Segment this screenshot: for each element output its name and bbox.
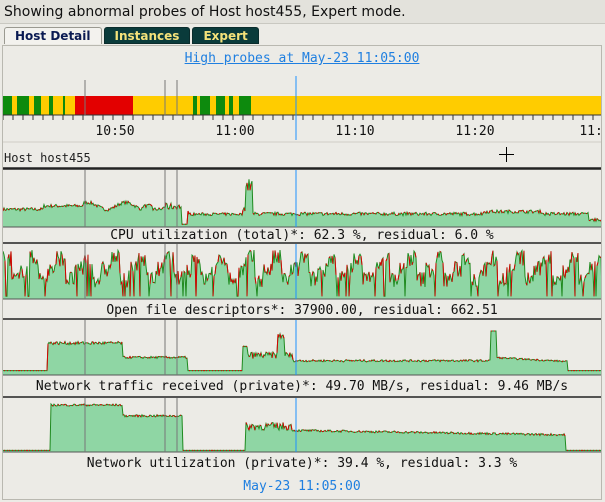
chart-residual-line bbox=[4, 330, 600, 372]
chart-area-fill bbox=[3, 404, 601, 452]
status-segment bbox=[197, 96, 200, 115]
status-segment bbox=[29, 96, 34, 115]
high-probes-link[interactable]: High probes at May-23 11:05:00 bbox=[184, 51, 420, 66]
status-segment bbox=[216, 96, 225, 115]
timeline-tick-label: 11:00 bbox=[215, 124, 254, 139]
status-segment bbox=[41, 96, 49, 115]
host-label: Host host455 bbox=[4, 151, 91, 165]
timeline-tick-label: 11:3 bbox=[579, 124, 602, 139]
probe-charts-canvas: 10:50 11:00 11:10 11:20 11:3 bbox=[3, 76, 602, 453]
selected-time-link[interactable]: May-23 11:05:00 bbox=[243, 479, 361, 494]
status-segment bbox=[133, 96, 193, 115]
tab-bar: Host Detail Instances Expert bbox=[4, 27, 259, 45]
chart-area-fill bbox=[3, 179, 601, 227]
crosshair-cursor-icon bbox=[499, 147, 514, 162]
host-detail-panel: High probes at May-23 11:05:00 10:50 11:0… bbox=[2, 45, 602, 500]
status-segment bbox=[251, 96, 601, 115]
timeline-tick-label: 11:10 bbox=[335, 124, 374, 139]
chart-residual-line bbox=[4, 250, 601, 297]
status-segment bbox=[65, 96, 75, 115]
status-segment bbox=[34, 96, 41, 115]
status-segment bbox=[233, 96, 239, 115]
timeline-tick-label: 10:50 bbox=[95, 124, 134, 139]
status-segment bbox=[200, 96, 210, 115]
network-traffic-label: Network traffic received (private)*: 49.… bbox=[35, 379, 569, 394]
status-segment bbox=[3, 96, 12, 115]
status-segment bbox=[193, 96, 197, 115]
status-segment bbox=[210, 96, 216, 115]
status-segment bbox=[225, 96, 229, 115]
status-segment bbox=[49, 96, 53, 115]
open-file-descriptors-label: Open file descriptors*: 37900.00, residu… bbox=[106, 303, 498, 318]
chart-residual-line bbox=[4, 403, 601, 451]
chart-area-fill bbox=[3, 250, 601, 299]
status-segment bbox=[75, 96, 133, 115]
status-segment bbox=[12, 96, 17, 115]
chart-residual-line bbox=[3, 182, 601, 225]
status-segment bbox=[229, 96, 233, 115]
timeline-tick-label: 11:20 bbox=[455, 124, 494, 139]
network-utilization-label: Network utilization (private)*: 39.4 %, … bbox=[86, 456, 518, 471]
cpu-utilization-label: CPU utilization (total)*: 62.3 %, residu… bbox=[110, 228, 494, 243]
tab-host-detail[interactable]: Host Detail bbox=[4, 27, 102, 44]
status-segment bbox=[239, 96, 251, 115]
window-title: Showing abnormal probes of Host host455,… bbox=[0, 0, 605, 24]
status-segment bbox=[53, 96, 63, 115]
tab-expert[interactable]: Expert bbox=[192, 27, 259, 44]
chart-area-fill bbox=[3, 331, 601, 375]
tab-instances[interactable]: Instances bbox=[103, 27, 191, 44]
status-segment bbox=[17, 96, 29, 115]
status-segment bbox=[63, 96, 65, 115]
